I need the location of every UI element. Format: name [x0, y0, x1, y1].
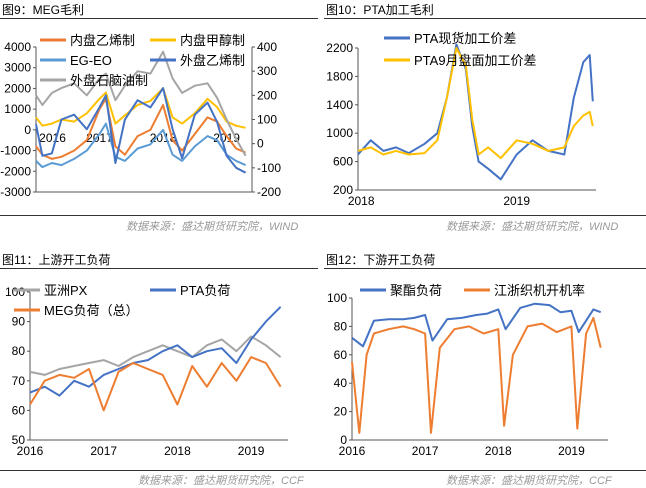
upstream-load-chart: 50 60 70 80 90 100 2016 2017 2018 2019 亚洲PX PTA负荷 ME…: [5, 283, 288, 458]
y-tick-label: 50: [12, 433, 26, 447]
legend-label: 聚酯负荷: [390, 283, 442, 298]
y-tick-label: 2000: [4, 81, 31, 95]
y-right-tick-label: 300: [257, 64, 277, 78]
y-tick-label: 2200: [326, 41, 353, 55]
x-tick-label: 2018: [348, 194, 375, 208]
x-tick-label: 2016: [39, 131, 66, 145]
pta-margin-chart: 200 600 1000 1400 1800 2200 2018 2019 PTA现货加工价差 P…: [326, 31, 596, 208]
y-tick-label: 20: [334, 405, 348, 419]
x-tick-label: 2017: [90, 444, 117, 458]
series-line-1: [357, 47, 594, 160]
y-tick-label: 200: [333, 183, 353, 197]
y-tick-label: 600: [333, 155, 353, 169]
mid-rule: [0, 215, 646, 216]
y-tick-label: 100: [5, 285, 25, 299]
series-line-0: [35, 97, 246, 160]
source-bottom-right: 数据来源：盛达期货研究院，CCF: [446, 475, 612, 487]
y-tick-label: 90: [12, 315, 26, 329]
bottom-rule: [0, 470, 646, 471]
series-line-2: [35, 122, 247, 169]
legend-label: EG-EO: [70, 53, 112, 68]
y-tick-label: 0: [24, 123, 31, 137]
y-right-tick-label: 0: [257, 137, 264, 151]
legend-label: PTA9月盘面加工价差: [414, 53, 537, 68]
legend-label: 内盘乙烯制: [70, 33, 135, 48]
legend-label: 内盘甲醇制: [180, 33, 245, 48]
chart1-title: 图9：MEG毛利: [2, 3, 85, 17]
y-right-tick-label: 200: [257, 88, 277, 102]
y-right-tick-label: -100: [257, 161, 281, 175]
y-right-tick-label: 400: [257, 40, 277, 54]
top-rule-right: [324, 18, 646, 19]
mid-rule-left-2: [0, 268, 318, 269]
y-tick-label: -3000: [0, 185, 31, 199]
chart3-title: 图11：上游开工负荷: [2, 253, 111, 267]
series-line-3: [35, 87, 247, 174]
x-tick-label: 2019: [238, 444, 265, 458]
x-tick-label: 2018: [150, 131, 177, 145]
y-tick-label: -2000: [0, 164, 31, 178]
x-tick-label: 2019: [503, 194, 530, 208]
series-line-1: [35, 87, 246, 129]
mid-rule-right-2: [324, 268, 646, 269]
x-tick-label: 2019: [558, 444, 585, 458]
y-tick-label: 1800: [326, 69, 353, 83]
meg-margin-chart: -3000-2000-100001000200030004000-200-100…: [0, 33, 281, 199]
legend-label: MEG负荷（总）: [44, 303, 139, 318]
chart4-title: 图12：下游开工负荷: [326, 253, 436, 267]
x-tick-label: 2016: [17, 444, 44, 458]
y-right-tick-label: 100: [257, 113, 277, 127]
y-tick-label: 60: [12, 403, 26, 417]
y-tick-label: 80: [12, 344, 26, 358]
y-tick-label: 4000: [4, 40, 31, 54]
legend-label: 外盘乙烯制: [180, 53, 245, 68]
source-top: 数据来源：盛达期货研究院，WIND: [126, 221, 299, 233]
source-top-right: 数据来源：盛达期货研究院，WIND: [446, 221, 619, 233]
y-tick-label: 40: [334, 376, 348, 390]
series-line-0: [357, 43, 594, 181]
series-line-4: [35, 50, 247, 157]
legend-label: 外盘石脑油制: [70, 73, 148, 88]
chart2-title: 图10：PTA加工毛利: [326, 3, 434, 17]
x-tick-label: 2016: [339, 444, 366, 458]
y-tick-label: 60: [334, 348, 348, 362]
x-tick-label: 2018: [164, 444, 191, 458]
series-line-0: [351, 302, 602, 348]
legend-label: PTA现货加工价差: [414, 31, 516, 46]
y-tick-label: 100: [327, 291, 347, 305]
downstream-load-chart: 0 20 40 60 80 100 2016 2017 2018 2019 聚酯负荷 江浙织机开机率: [327, 283, 608, 458]
series-line-1: [351, 316, 602, 434]
series-line-2: [29, 356, 282, 412]
legend-label: PTA负荷: [180, 283, 230, 298]
y-tick-label: 0: [340, 433, 347, 447]
y-tick-label: 1400: [326, 98, 353, 112]
series-line-0: [29, 335, 282, 376]
legend-label: 亚洲PX: [44, 283, 88, 298]
x-tick-label: 2018: [485, 444, 512, 458]
y-tick-label: 3000: [4, 61, 31, 75]
legend-label: 江浙织机开机率: [494, 283, 585, 298]
y-tick-label: 1000: [326, 126, 353, 140]
y-tick-label: -1000: [0, 144, 31, 158]
source-bottom: 数据来源：盛达期货研究院，CCF: [138, 475, 304, 487]
y-tick-label: 80: [334, 319, 348, 333]
x-tick-label: 2017: [412, 444, 439, 458]
y-right-tick-label: -200: [257, 185, 281, 199]
y-tick-label: 1000: [4, 102, 31, 116]
series-line-1: [29, 306, 282, 397]
top-rule-left: [0, 18, 318, 19]
y-tick-label: 70: [12, 374, 26, 388]
